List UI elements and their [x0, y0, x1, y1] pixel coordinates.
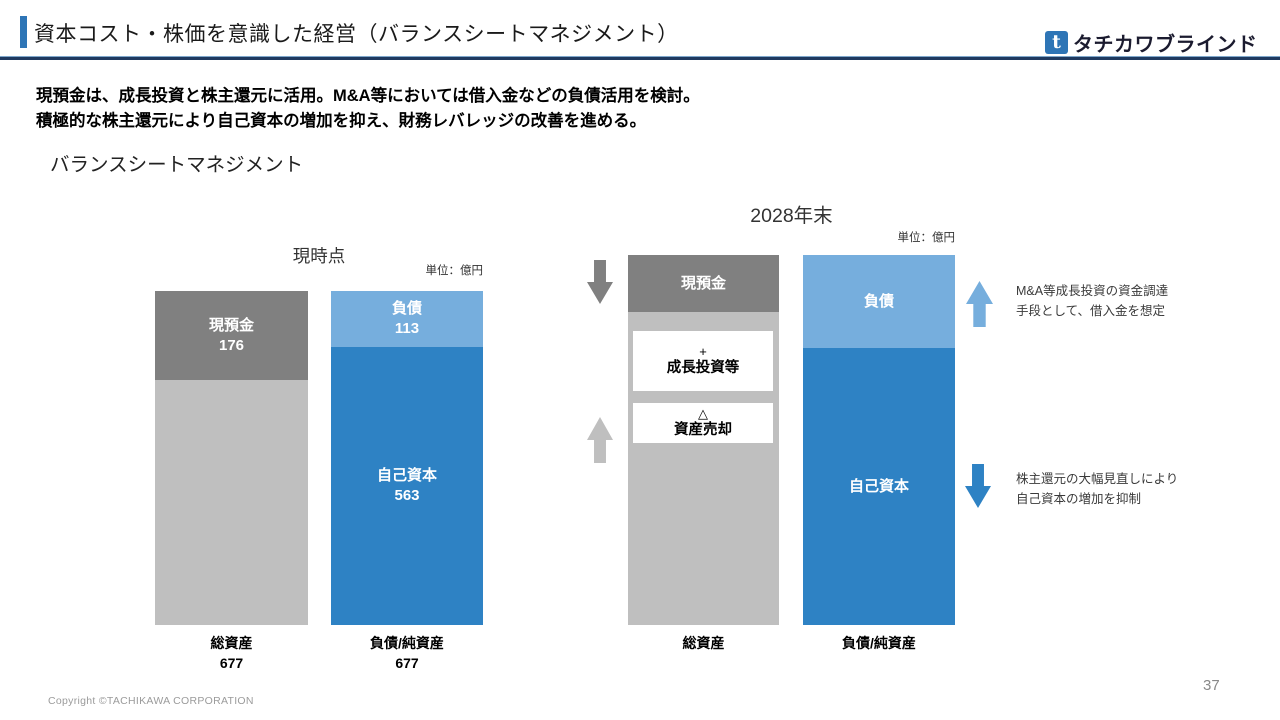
current-assets-total: 677: [219, 655, 244, 671]
future-debt-segment: 負債: [803, 255, 955, 348]
current-liabilities-equity-bar: 負債 113 自己資本 563: [331, 291, 483, 625]
current-cash-segment: 現預金 176: [155, 291, 308, 380]
current-liabilities-axis-text: 負債/純資産: [370, 635, 444, 651]
page-number: 37: [1203, 677, 1220, 694]
future-cash-label: 現預金: [680, 274, 726, 292]
current-chart-unit-label: 単位：億円: [425, 265, 484, 277]
lead-line-1: 現預金は、成長投資と株主還元に活用。M&A等においては借入金などの負債活用を検討…: [36, 87, 700, 105]
title-accent-bar: [20, 16, 27, 48]
lead-paragraph: 現預金は、成長投資と株主還元に活用。M&A等においては借入金などの負債活用を検討…: [36, 84, 700, 134]
future-debt-label: 負債: [863, 292, 894, 310]
future-chart-title: 2028年末: [750, 205, 833, 227]
future-liabilities-equity-bar: 負債 自己資本: [803, 255, 955, 625]
current-chart-title: 現時点: [292, 246, 346, 266]
asset-sale-label: 資産売却: [674, 422, 732, 438]
current-debt-value: 113: [394, 320, 420, 337]
company-logo-text: タチカワブラインド: [1073, 34, 1258, 56]
equity-annotation-line-2: 自己資本の増加を抑制: [1016, 491, 1142, 506]
future-assets-axis-label: 総資産: [628, 633, 779, 653]
future-chart-unit-label: 単位：億円: [897, 232, 956, 244]
debt-annotation-line-2: 手段として、借入金を想定: [1016, 303, 1166, 318]
current-liabilities-axis-label: 負債/純資産 677: [331, 633, 483, 673]
cash-decrease-arrow-icon: [587, 260, 613, 304]
current-equity-label: 自己資本: [376, 467, 437, 484]
future-cash-segment: 現預金: [628, 255, 779, 312]
lead-line-2: 積極的な株主還元により自己資本の増加を抑え、財務レバレッジの改善を進める。: [36, 112, 647, 130]
current-assets-axis-text: 総資産: [210, 635, 253, 651]
page-title: 資本コスト・株価を意識した経営（バランスシートマネジメント）: [34, 23, 679, 46]
future-equity-segment: 自己資本: [803, 348, 955, 625]
current-debt-segment: 負債 113: [331, 291, 483, 347]
debt-annotation-line-1: M&A等成長投資の資金調達: [1016, 284, 1169, 298]
current-equity-value: 563: [394, 487, 420, 504]
equity-annotation-line-1: 株主還元の大幅見直しにより: [1016, 472, 1179, 486]
debt-annotation: M&A等成長投資の資金調達 手段として、借入金を想定: [1016, 282, 1168, 321]
current-liabilities-total: 677: [395, 655, 419, 671]
future-liabilities-axis-label: 負債/純資産: [803, 633, 955, 653]
growth-investment-label: 成長投資等: [666, 360, 740, 376]
equity-suppress-arrow-icon: [965, 464, 991, 508]
debt-increase-arrow-icon: [966, 281, 993, 327]
current-assets-axis-label: 総資産 677: [155, 633, 308, 673]
section-title: バランスシートマネジメント: [50, 154, 304, 176]
future-other-assets-segment: + 成長投資等 △ 資産売却: [628, 312, 779, 625]
company-logo: t タチカワブラインド: [1045, 28, 1258, 57]
future-total-assets-bar: 現預金 + 成長投資等 △ 資産売却: [628, 255, 779, 625]
current-equity-segment: 自己資本 563: [331, 347, 483, 625]
future-assets-axis-text: 総資産: [682, 635, 725, 651]
growth-investment-plus-sign: +: [699, 344, 707, 359]
equity-annotation: 株主還元の大幅見直しにより 自己資本の増加を抑制: [1016, 470, 1178, 509]
tachikawa-logo-icon: t: [1045, 31, 1068, 54]
current-total-assets-bar: 現預金 176: [155, 291, 308, 625]
growth-investment-box: + 成長投資等: [633, 331, 773, 391]
copyright-text: Copyright ©TACHIKAWA CORPORATION: [48, 695, 254, 707]
future-liabilities-axis-text: 負債/純資産: [842, 635, 916, 651]
current-debt-label: 負債: [391, 300, 422, 317]
asset-sale-box: △ 資産売却: [633, 403, 773, 443]
asset-sale-triangle-sign: △: [698, 406, 708, 421]
current-cash-value: 176: [218, 336, 245, 354]
current-cash-label: 現預金: [208, 316, 254, 334]
current-other-assets-segment: [155, 380, 308, 625]
assets-increase-arrow-icon: [587, 417, 613, 463]
future-equity-label: 自己資本: [848, 477, 909, 495]
header-divider: [0, 56, 1280, 60]
